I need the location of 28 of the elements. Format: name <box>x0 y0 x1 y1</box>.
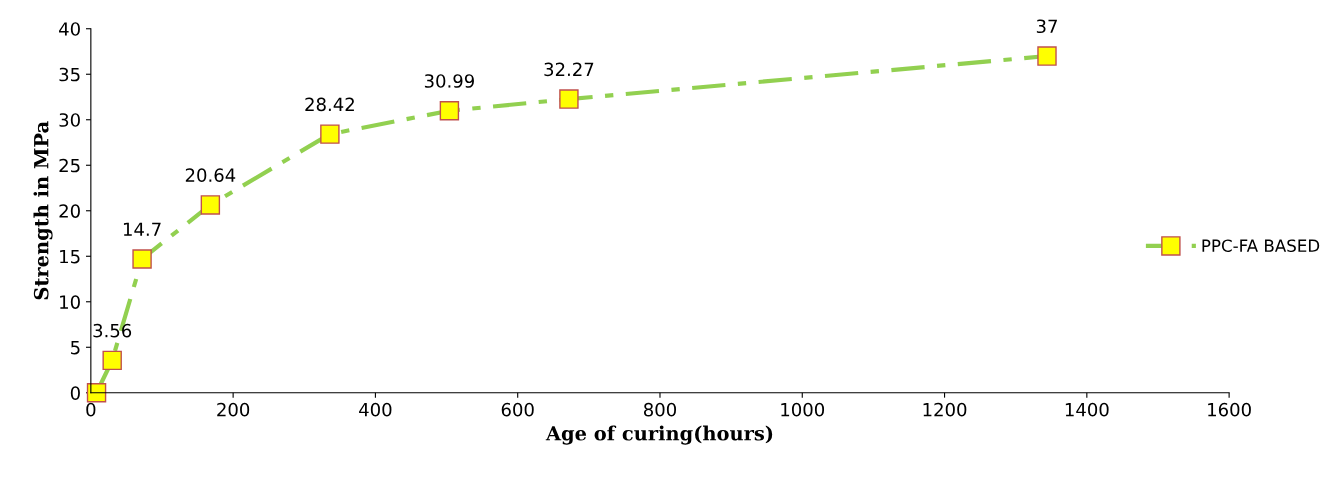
x-tick-label: 1200 <box>923 402 967 417</box>
data-label: 37 <box>1036 19 1057 34</box>
y-tick-label: 20 <box>59 204 80 218</box>
data-label: 30.99 <box>424 74 474 88</box>
y-tick-label: 15 <box>60 249 80 264</box>
data-label: 32.27 <box>544 62 594 77</box>
data-label: 28.42 <box>305 97 354 112</box>
x-tick-label: 800 <box>643 402 677 417</box>
data-label: 14.7 <box>123 222 161 236</box>
y-tick-label: 30 <box>59 113 80 127</box>
y-tick-label: 10 <box>60 295 80 309</box>
x-tick-label: 200 <box>217 402 250 417</box>
x-tick-label: 600 <box>501 402 534 417</box>
y-tick-label: 25 <box>59 158 80 173</box>
x-axis-title: Age of curing(hours) <box>545 425 773 445</box>
x-tick-label: 1000 <box>781 402 825 417</box>
data-label: 3.56 <box>93 323 132 338</box>
legend-label: PPC-FA BASED <box>1202 239 1320 252</box>
data-label: 20.64 <box>185 168 236 182</box>
x-tick-label: 400 <box>359 402 392 417</box>
x-tick-label: 1400 <box>1065 402 1109 417</box>
y-tick-label: 0 <box>70 386 80 400</box>
y-tick-label: 35 <box>59 67 80 82</box>
y-tick-label: 40 <box>59 22 80 36</box>
y-tick-label: 5 <box>71 340 80 355</box>
y-axis-title: Strength in MPa <box>33 121 53 300</box>
x-tick-label: 1600 <box>1208 402 1251 417</box>
x-tick-label: 0 <box>86 402 96 417</box>
